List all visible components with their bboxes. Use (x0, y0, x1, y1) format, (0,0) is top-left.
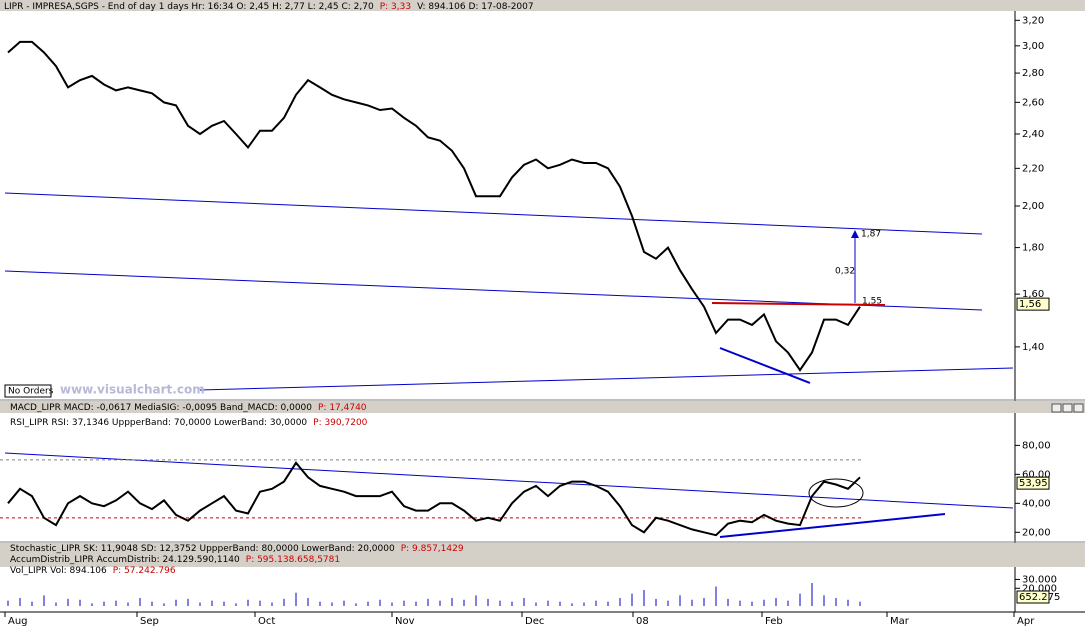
no-orders: No Orders (8, 387, 54, 397)
header-info: RSI_LIPR RSI: 37,1346 UppperBand: 70,000… (10, 418, 307, 428)
x-tick-label: Mar (890, 616, 910, 627)
y-tick-label: 2,60 (1022, 97, 1044, 108)
rsi-trend-line (719, 513, 946, 538)
header-p: P: 57.242.796 (113, 566, 176, 576)
y-tick-label: 30.000 (1022, 574, 1057, 585)
button[interactable] (1051, 403, 1062, 413)
trend-line (4, 192, 983, 235)
header-text: Stochastic_LIPR SK: 11,9048 SD: 12,3752 … (10, 544, 464, 554)
x-tick-label: Nov (395, 616, 415, 627)
y-tick-label: 1,80 (1022, 243, 1044, 254)
y-tick-label: 40,00 (1022, 498, 1051, 509)
header-info: MACD_LIPR MACD: -0,0617 MediaSIG: -0,009… (10, 403, 312, 413)
header-tail: V: 894.106 D: 17-08-2007 (417, 2, 534, 12)
y-tick-label: 80,00 (1022, 440, 1051, 451)
panel-buttons[interactable] (1051, 403, 1084, 413)
last-value-box (1016, 590, 1050, 604)
y-tick-label: 2,80 (1022, 68, 1044, 79)
header-text: RSI_LIPR RSI: 37,1346 UppperBand: 70,000… (10, 418, 368, 428)
x-tick-label: Oct (258, 616, 275, 627)
level-label: 1,55 (862, 297, 882, 307)
button[interactable] (1062, 403, 1073, 413)
x-tick-label: Apr (1017, 616, 1035, 627)
watermark: www.visualchart.com (60, 383, 205, 397)
x-tick-label: Aug (8, 616, 28, 627)
y-tick-label: 1,60 (1022, 289, 1044, 300)
header-p: P: 595.138.658,5781 (246, 555, 340, 565)
header-info: Stochastic_LIPR SK: 11,9048 SD: 12,3752 … (10, 544, 395, 554)
highlight-ellipse (808, 478, 864, 508)
x-tick-label: Dec (525, 616, 544, 627)
header-p: P: 3,33 (380, 2, 411, 12)
header-p: P: 17,4740 (318, 403, 367, 413)
gap-label: 0,32 (835, 267, 855, 277)
y-tick-label: 2,20 (1022, 163, 1044, 174)
header-info: LIPR - IMPRESA,SGPS - End of day 1 days … (4, 2, 374, 12)
button[interactable] (1073, 403, 1084, 413)
y-tick-label: 3,20 (1022, 15, 1044, 26)
y-tick-label: 20,00 (1022, 527, 1051, 538)
header-info: AccumDistrib_LIPR AccumDistrib: 24.129.5… (10, 555, 240, 565)
y-tick-label: 2,00 (1022, 201, 1044, 212)
header-text: LIPR - IMPRESA,SGPS - End of day 1 days … (4, 2, 534, 12)
indicator-bars (0, 543, 1085, 567)
data-line (7, 461, 861, 537)
data-line (7, 40, 861, 372)
resistance-line (711, 302, 886, 306)
target-label: 1,87 (861, 230, 881, 240)
header-text: Vol_LIPR Vol: 894.106 P: 57.242.796 (10, 566, 176, 576)
y-tick-label: 60,00 (1022, 469, 1051, 480)
y-tick-label: 1,40 (1022, 342, 1044, 353)
trend-line (199, 367, 1014, 391)
last-value: 1,56 (1019, 299, 1041, 310)
x-tick-label: 08 (636, 616, 649, 627)
header-info: Vol_LIPR Vol: 894.106 (10, 566, 107, 576)
header-p: P: 390,7200 (313, 418, 368, 428)
arrow-head (851, 230, 859, 238)
header-text: MACD_LIPR MACD: -0,0617 MediaSIG: -0,009… (10, 403, 367, 413)
last-value-box (1016, 297, 1050, 311)
x-tick-label: Sep (140, 616, 159, 627)
x-tick-label: Feb (765, 616, 783, 627)
no-orders-box (4, 384, 52, 398)
y-tick-label: 20.000 (1022, 583, 1057, 594)
last-value-box (1016, 476, 1050, 490)
header-text: AccumDistrib_LIPR AccumDistrib: 24.129.5… (10, 555, 340, 565)
y-tick-label: 3,00 (1022, 41, 1044, 52)
title-bar (0, 0, 1085, 11)
rsi-trend-line (4, 452, 1014, 509)
y-tick-label: 2,40 (1022, 129, 1044, 140)
macd-bar (0, 401, 1085, 413)
trend-line (719, 347, 811, 384)
last-value: 53,95 (1019, 478, 1048, 489)
last-value: 652.275 (1019, 592, 1060, 603)
header-p: P: 9.857,1429 (401, 544, 464, 554)
